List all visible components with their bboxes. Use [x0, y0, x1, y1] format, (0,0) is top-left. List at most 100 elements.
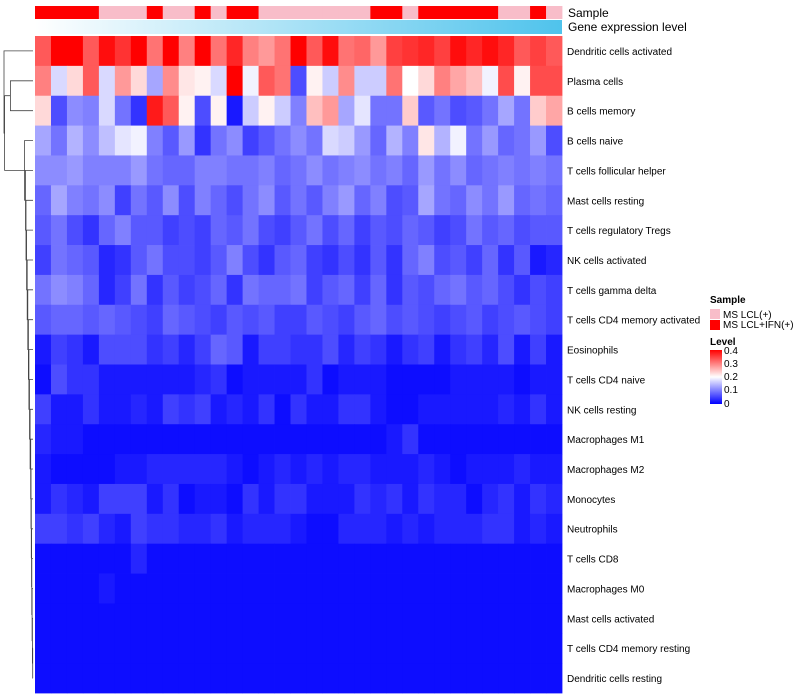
heatmap-cell	[498, 65, 515, 97]
heatmap-cell	[178, 394, 196, 425]
heatmap-cell	[530, 36, 547, 67]
heatmap-cell	[82, 304, 100, 336]
heatmap-cell	[242, 603, 259, 634]
row-label: T cells CD4 naive	[567, 375, 646, 386]
heatmap-cell	[114, 125, 132, 156]
heatmap-cell	[530, 274, 547, 306]
heatmap-cell	[130, 663, 148, 694]
heatmap-cell	[258, 304, 275, 336]
heatmap-cell	[306, 95, 323, 126]
heatmap-cell	[162, 334, 180, 365]
row-label: T cells CD4 memory resting	[567, 644, 690, 655]
sample-annotation-cell	[306, 6, 323, 19]
heatmap-cell	[35, 483, 52, 515]
heatmap-cell	[130, 65, 148, 97]
sample-annotation-bar	[35, 6, 563, 19]
heatmap-cell	[514, 185, 531, 216]
heatmap-cell	[146, 483, 164, 515]
sample-annotation-cell	[290, 6, 307, 19]
heatmap-cell	[514, 573, 531, 604]
heatmap-cell	[338, 394, 355, 425]
heatmap-cell	[322, 304, 339, 336]
heatmap-cell	[146, 603, 164, 634]
heatmap-cell	[482, 215, 499, 246]
heatmap-cell	[434, 603, 451, 634]
heatmap-cell	[146, 454, 164, 485]
heatmap-cell	[178, 603, 196, 634]
heatmap-cell	[290, 603, 307, 634]
heatmap-cell	[290, 394, 307, 425]
heatmap-cell	[66, 633, 84, 664]
heatmap-cell	[450, 215, 467, 246]
heatmap-cell	[226, 304, 244, 336]
heatmap-cell	[338, 483, 355, 515]
heatmap-cell	[242, 364, 259, 395]
heatmap-cell	[370, 36, 387, 67]
heatmap-cell	[210, 454, 228, 485]
heatmap-cell	[514, 663, 531, 694]
heatmap-cell	[354, 424, 371, 455]
heatmap-cell	[370, 334, 387, 365]
heatmap-cell	[466, 125, 483, 156]
heatmap-cell	[386, 454, 403, 485]
heatmap-cell	[450, 36, 467, 67]
heatmap-cell	[306, 633, 323, 664]
row-label: Mast cells resting	[567, 196, 644, 207]
heatmap-cell	[290, 364, 307, 395]
heatmap-cell	[146, 543, 164, 574]
heatmap-cell	[242, 334, 259, 365]
heatmap-cell	[546, 454, 563, 485]
heatmap-cell	[98, 65, 116, 97]
heatmap-cell	[114, 483, 132, 515]
heatmap-cell	[402, 483, 419, 515]
heatmap-cell	[242, 513, 259, 545]
heatmap-cell	[386, 245, 403, 276]
heatmap-cell	[466, 245, 483, 276]
heatmap-cells	[35, 36, 563, 694]
heatmap-cell	[338, 95, 355, 126]
heatmap-cell	[226, 155, 244, 186]
heatmap-cell	[226, 95, 244, 126]
heatmap-cell	[82, 95, 100, 126]
heatmap-cell	[82, 215, 100, 246]
heatmap-cell	[50, 155, 68, 186]
heatmap-cell	[210, 424, 228, 455]
heatmap-cell	[386, 364, 403, 395]
heatmap-cell	[146, 304, 164, 336]
heatmap-cell	[226, 633, 244, 664]
heatmap-cell	[338, 155, 355, 186]
sample-annotation-cell	[354, 6, 371, 19]
heatmap-cell	[194, 513, 212, 545]
heatmap-cell	[66, 215, 84, 246]
heatmap-cell	[178, 364, 196, 395]
heatmap-cell	[50, 65, 68, 97]
heatmap-cell	[35, 304, 52, 336]
heatmap-cell	[450, 394, 467, 425]
heatmap-cell	[258, 334, 275, 365]
heatmap-cell	[306, 424, 323, 455]
heatmap-cell	[226, 573, 244, 604]
heatmap-cell	[210, 663, 228, 694]
heatmap-cell	[50, 573, 68, 604]
heatmap-cell	[546, 543, 563, 574]
sample-annotation-cell	[130, 6, 148, 19]
heatmap-cell	[82, 573, 100, 604]
heatmap-cell	[290, 155, 307, 186]
heatmap-cell	[178, 155, 196, 186]
row-label: Macrophages M1	[567, 435, 645, 446]
heatmap-cell	[418, 364, 435, 395]
heatmap-cell	[290, 304, 307, 336]
heatmap-cell	[130, 573, 148, 604]
heatmap-cell	[35, 274, 52, 306]
heatmap-cell	[35, 185, 52, 216]
heatmap-cell	[98, 513, 116, 545]
heatmap-cell	[98, 215, 116, 246]
heatmap-cell	[50, 603, 68, 634]
heatmap-cell	[226, 334, 244, 365]
heatmap-cell	[450, 454, 467, 485]
heatmap-cell	[306, 274, 323, 306]
heatmap-cell	[434, 36, 451, 67]
sample-annotation-cell	[210, 6, 228, 19]
heatmap-cell	[130, 215, 148, 246]
heatmap-cell	[306, 483, 323, 515]
